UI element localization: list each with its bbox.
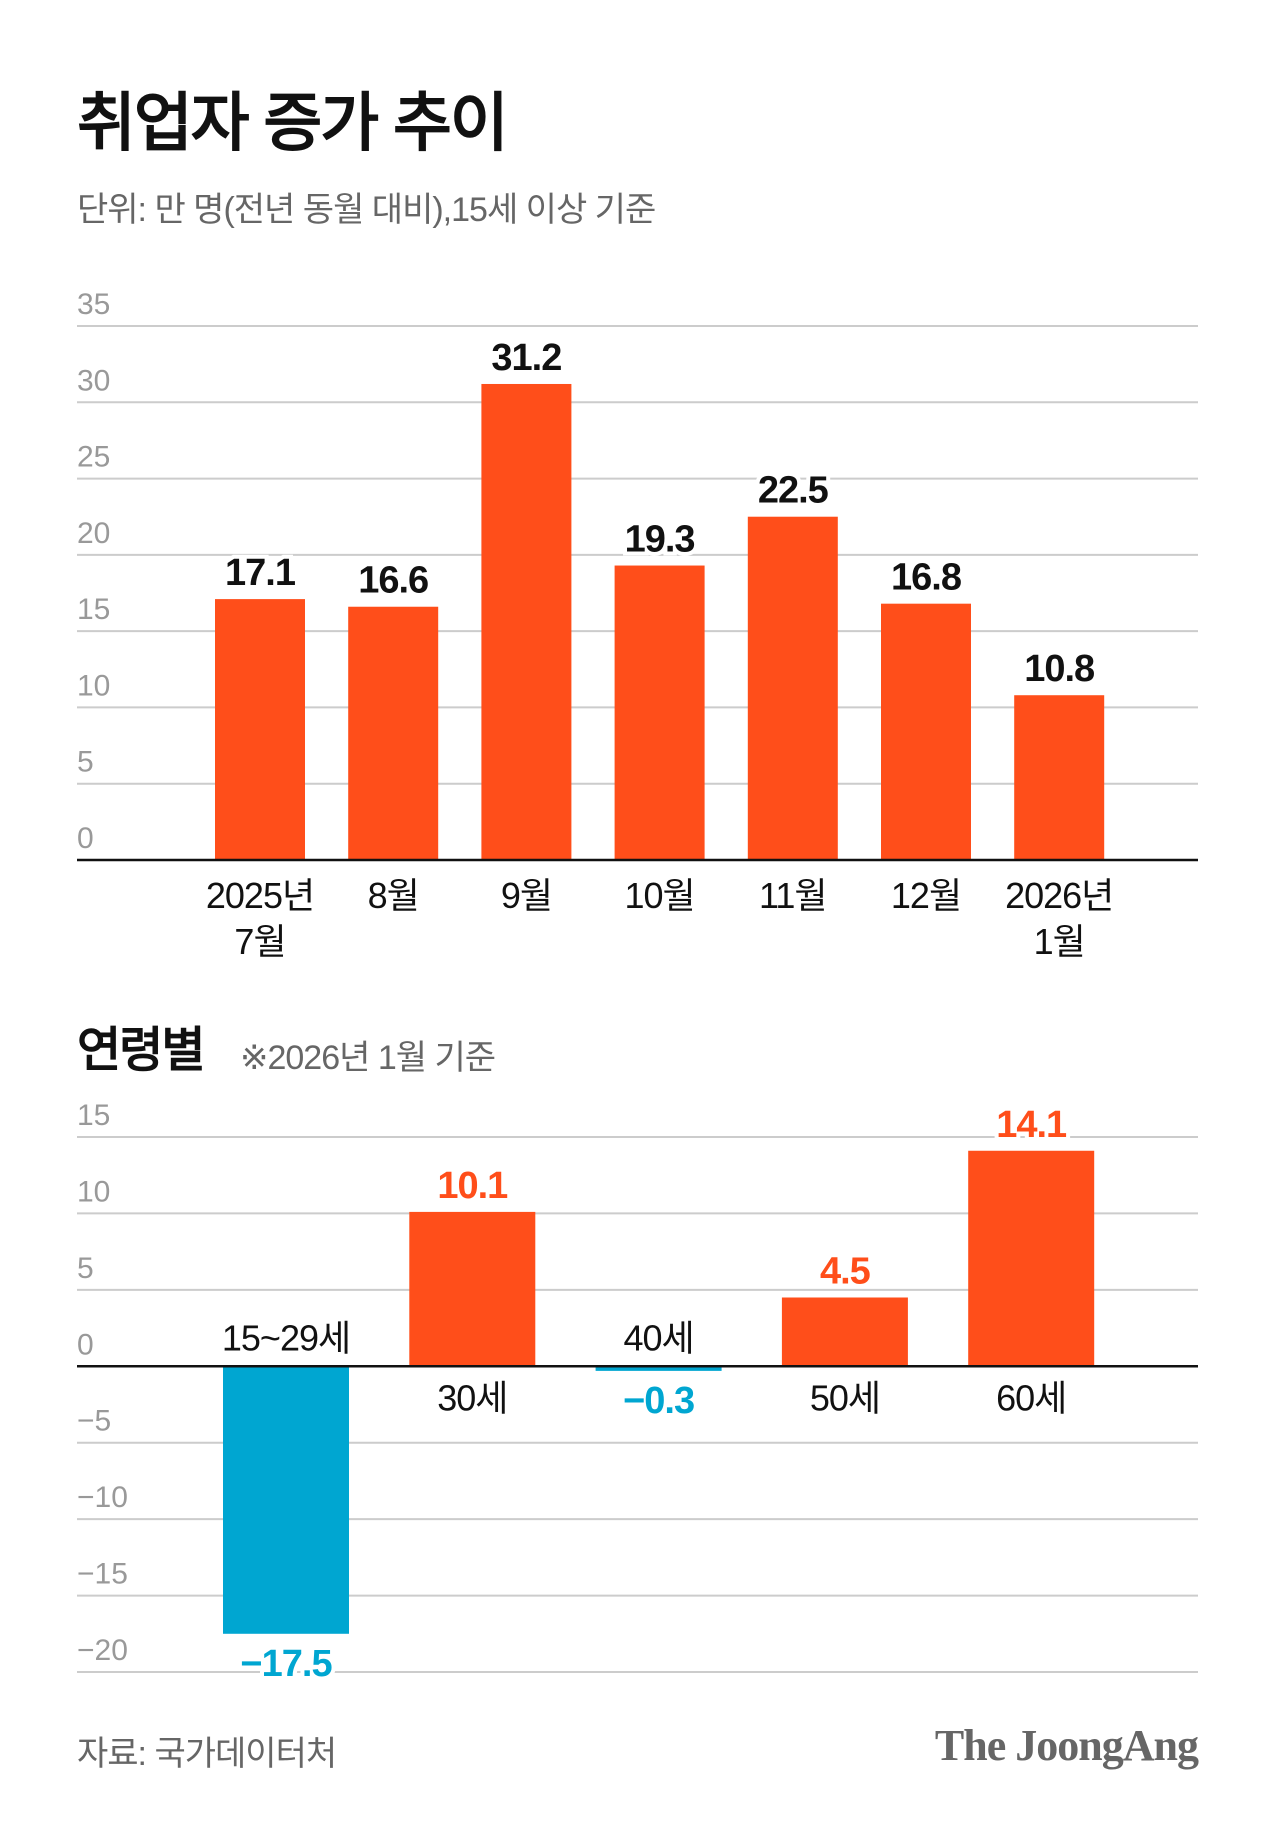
publisher-logo: The JoongAng [934,1721,1199,1770]
bar [215,599,305,860]
x-tick-line: 2026년 [1005,875,1113,916]
x-tick-label: 40세 [624,1317,694,1358]
x-tick-line: 2025년 [206,875,314,916]
value-label: 19.3 [625,519,695,561]
bar [781,1297,908,1367]
x-tick-label: 30세 [437,1377,507,1418]
x-tick-line: 1월 [1034,921,1085,962]
x-tick-label: 8월 [368,875,419,916]
value-label: 4.5 [820,1251,871,1293]
bar [595,1366,722,1371]
y-tick-label: 0 [77,1328,94,1361]
bar [968,1150,1095,1367]
x-tick-label: 12월 [891,875,961,916]
x-tick-label: 60세 [996,1377,1066,1418]
bar [747,516,838,860]
y-tick-label: 15 [77,1099,110,1132]
bar [223,1366,349,1634]
x-tick-label: 9월 [501,875,552,916]
value-label: −0.3 [623,1380,694,1422]
value-label: 16.8 [891,557,961,599]
x-tick-label: 10월 [625,875,695,916]
x-tick-line: 7월 [234,921,285,962]
y-tick-label: −5 [77,1405,111,1438]
value-label: 10.8 [1024,648,1094,690]
value-label: 22.5 [758,470,829,512]
x-tick-label: 50세 [810,1377,880,1418]
y-tick-label: 35 [77,288,110,321]
y-tick-label: 10 [77,669,110,702]
x-tick-line: 8월 [368,875,419,916]
y-tick-label: −10 [77,1481,128,1514]
y-tick-label: 30 [77,364,110,397]
y-tick-label: 5 [77,746,94,779]
bar [1014,695,1105,860]
section-note: ※2026년 1월 기준 [240,1039,496,1077]
value-label: 31.2 [491,337,561,379]
y-tick-label: 15 [77,593,110,626]
x-tick-label: 2025년 7월 [206,875,314,962]
x-tick-label: 11월 [759,875,827,916]
y-tick-label: −15 [77,1558,128,1591]
value-label: 17.1 [225,552,296,594]
x-tick-label: 15~29세 [222,1317,350,1358]
y-tick-label: 5 [77,1252,94,1285]
value-label: −17.5 [240,1643,332,1685]
y-tick-label: −20 [77,1634,128,1667]
x-tick-line: 10월 [625,875,695,916]
bar [348,606,439,860]
bar [481,383,572,860]
bar [881,603,971,860]
y-tick-label: 10 [77,1175,110,1208]
x-tick-line: 9월 [501,875,552,916]
y-tick-label: 25 [77,441,110,474]
y-tick-label: 0 [77,822,94,855]
x-tick-label: 2026년 1월 [1005,875,1113,962]
chart-title: 취업자 증가 추이 [77,87,509,159]
section-title-age: 연령별 [77,1024,205,1077]
x-tick-line: 12월 [891,875,961,916]
value-label: 14.1 [996,1104,1067,1146]
value-label: 16.6 [358,560,428,602]
chart-subtitle: 단위: 만 명(전년 동월 대비),15세 이상 기준 [77,191,656,229]
source-text: 자료: 국가데이터처 [77,1735,337,1773]
bar [409,1211,536,1367]
y-tick-label: 20 [77,517,110,550]
value-label: 10.1 [437,1165,508,1207]
x-tick-line: 11월 [759,875,827,916]
bar [614,565,705,860]
